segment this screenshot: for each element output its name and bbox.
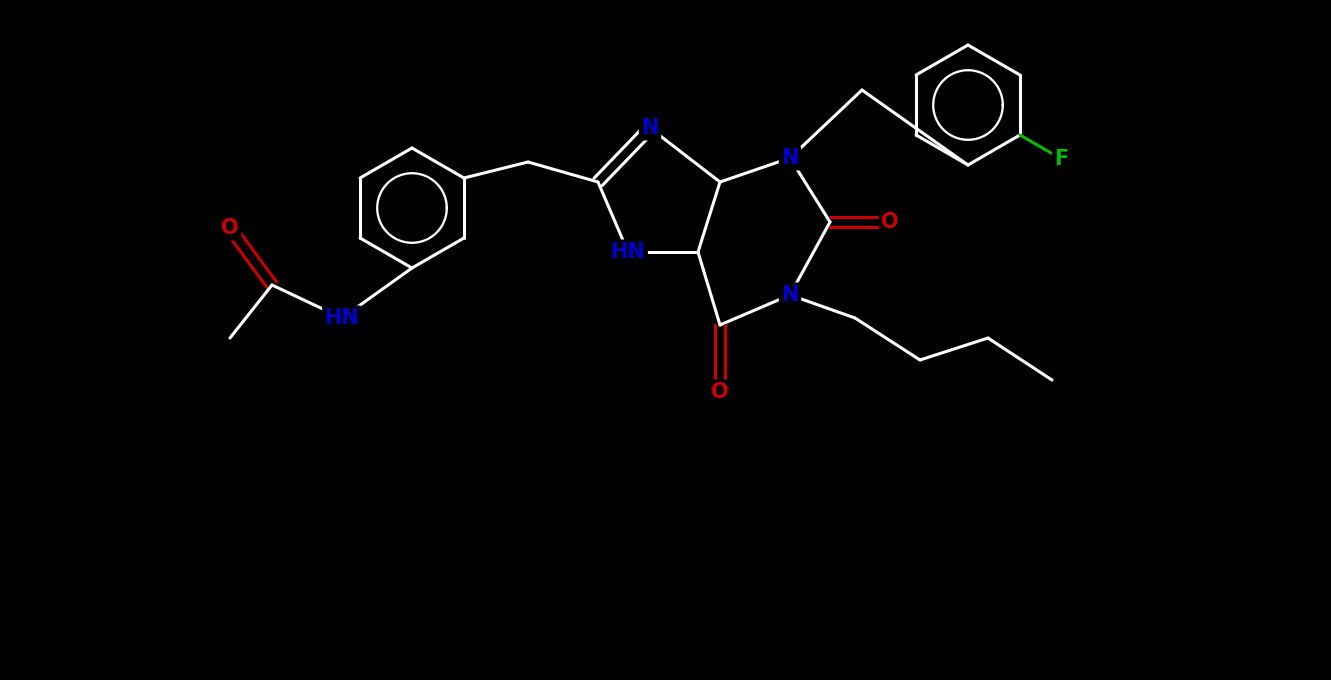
Text: O: O bbox=[711, 382, 729, 402]
Text: HN: HN bbox=[325, 308, 359, 328]
Text: O: O bbox=[881, 212, 898, 232]
Text: F: F bbox=[1054, 149, 1069, 169]
Text: N: N bbox=[781, 148, 799, 168]
Text: HN: HN bbox=[611, 242, 646, 262]
Text: N: N bbox=[781, 285, 799, 305]
Text: O: O bbox=[221, 218, 238, 238]
Text: N: N bbox=[642, 118, 659, 138]
